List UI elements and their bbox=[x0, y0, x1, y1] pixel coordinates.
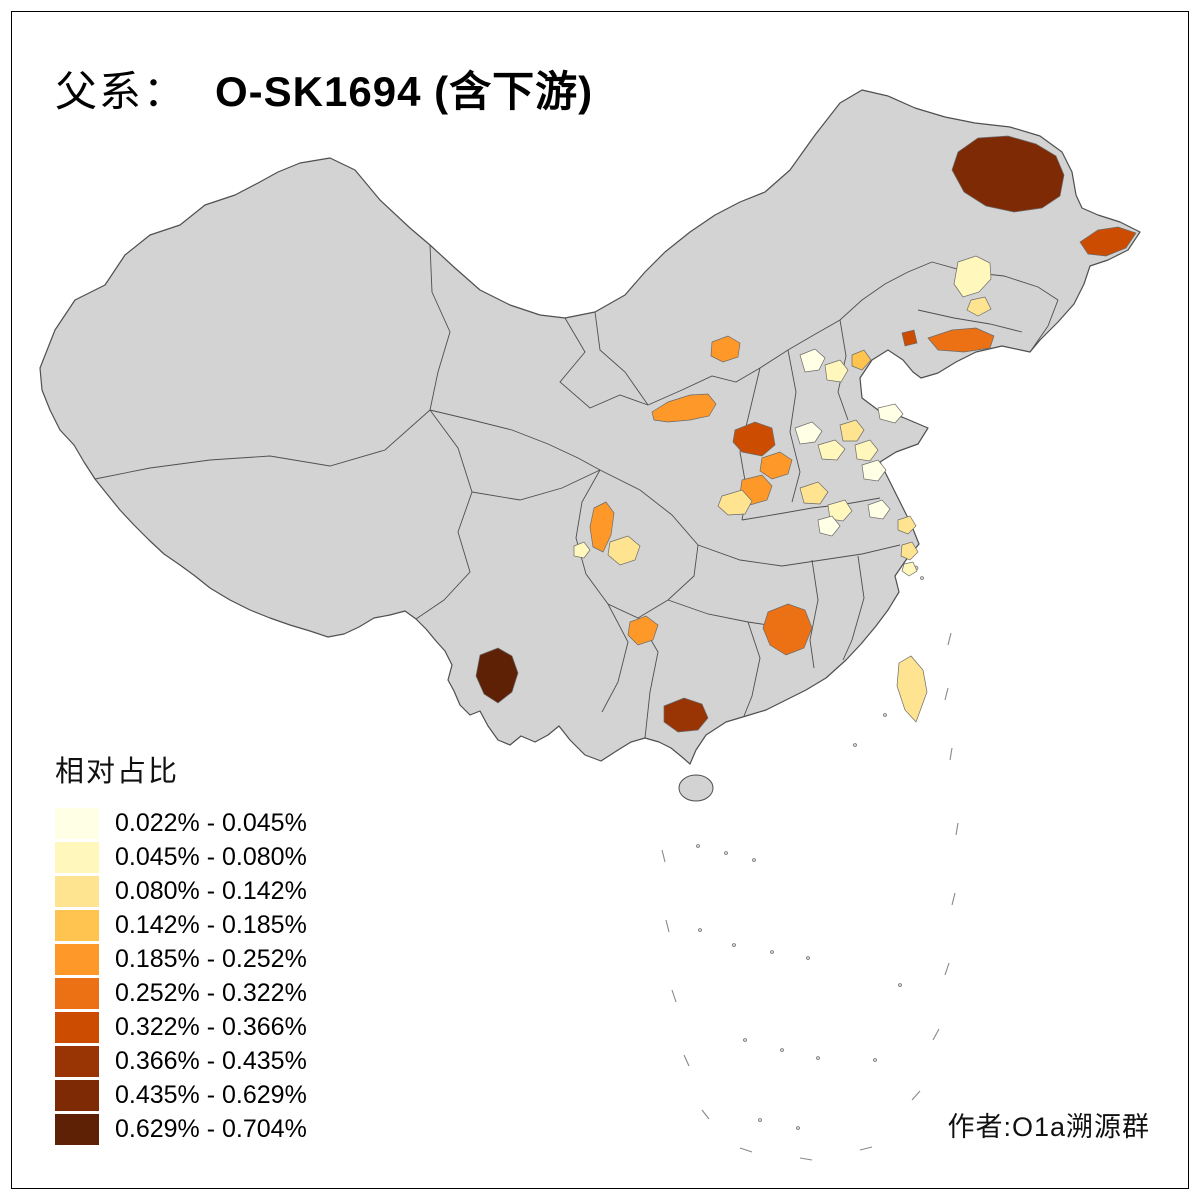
page-title: 父系： O-SK1694 (含下游) bbox=[55, 58, 593, 119]
colored-regions bbox=[475, 135, 1137, 733]
map-region-jilin-south bbox=[966, 296, 992, 317]
sea-islands bbox=[661, 565, 959, 1161]
legend-row: 0.435% - 0.629% bbox=[55, 1078, 307, 1112]
map-region-jilin-central bbox=[953, 255, 992, 298]
map-region-shanghai-area bbox=[901, 561, 918, 577]
legend-swatch bbox=[55, 977, 99, 1009]
map-region-hunan-central bbox=[762, 603, 813, 656]
legend-label: 0.322% - 0.366% bbox=[115, 1012, 307, 1041]
map-region-ordos-ningxia bbox=[651, 393, 717, 423]
map-region-luoyang bbox=[799, 481, 829, 505]
legend-swatch bbox=[55, 909, 99, 941]
map-region-liaoning-corridor bbox=[927, 327, 995, 353]
legend-label: 0.045% - 0.080% bbox=[115, 842, 307, 871]
province-borders bbox=[94, 244, 1059, 739]
map-region-guanzhong-west bbox=[717, 489, 753, 516]
map-region-baoding bbox=[839, 419, 865, 442]
legend-label: 0.022% - 0.045% bbox=[115, 808, 307, 837]
legend: 相对占比 0.022% - 0.045% 0.045% - 0.080% 0.080… bbox=[55, 748, 307, 1146]
legend-row: 0.629% - 0.704% bbox=[55, 1112, 307, 1146]
map-region-shijiazhuang bbox=[817, 439, 846, 461]
legend-label: 0.435% - 0.629% bbox=[115, 1080, 307, 1109]
legend-label: 0.185% - 0.252% bbox=[115, 944, 307, 973]
map-region-xuchang bbox=[817, 515, 841, 537]
map-region-guangxi-south bbox=[663, 697, 709, 733]
map-region-shanxi-north bbox=[732, 421, 776, 457]
legend-swatch bbox=[55, 1045, 99, 1077]
legend-swatch bbox=[55, 1113, 99, 1145]
map-region-shaanxi-mid bbox=[759, 451, 793, 480]
map-region-chengdu-plain bbox=[607, 535, 641, 566]
legend-label: 0.142% - 0.185% bbox=[115, 910, 307, 939]
map-region-jiangsu-coast-1 bbox=[897, 515, 917, 535]
legend-row: 0.022% - 0.045% bbox=[55, 806, 307, 840]
map-region-sanjiang-east bbox=[1079, 226, 1137, 257]
legend-row: 0.142% - 0.185% bbox=[55, 908, 307, 942]
author-credit: 作者:O1a溯源群 bbox=[947, 1112, 1150, 1142]
map-region-yunnan-west bbox=[475, 647, 519, 704]
legend-swatch bbox=[55, 943, 99, 975]
map-region-taiwan bbox=[896, 655, 928, 723]
map-region-hengshui bbox=[854, 439, 879, 462]
map-region-dezhou bbox=[861, 459, 887, 482]
map-region-liaoning-west bbox=[901, 329, 918, 347]
legend-swatch bbox=[55, 807, 99, 839]
hainan-island bbox=[678, 774, 714, 802]
map-region-shandong-west bbox=[877, 403, 904, 424]
map-region-ya-an bbox=[573, 541, 591, 559]
legend-row: 0.045% - 0.080% bbox=[55, 840, 307, 874]
map-region-beijing bbox=[799, 348, 826, 373]
map-region-tianjin-hebei bbox=[824, 359, 849, 383]
legend-title: 相对占比 bbox=[55, 756, 180, 788]
map-region-chifeng bbox=[710, 335, 741, 363]
legend-label: 0.252% - 0.322% bbox=[115, 978, 307, 1007]
map-base bbox=[39, 89, 1141, 1161]
map-region-anhui-north bbox=[867, 499, 891, 520]
legend-row: 0.185% - 0.252% bbox=[55, 942, 307, 976]
legend-rows: 0.022% - 0.045% 0.045% - 0.080% 0.080% - 0… bbox=[55, 806, 307, 1146]
map-region-zunyi bbox=[627, 615, 659, 646]
legend-row: 0.322% - 0.366% bbox=[55, 1010, 307, 1044]
map-region-heilongjiang-north bbox=[951, 135, 1065, 213]
map-region-shanxi-east-pale bbox=[794, 421, 823, 445]
legend-swatch bbox=[55, 841, 99, 873]
title-prefix: 父系： bbox=[55, 68, 188, 115]
legend-row: 0.252% - 0.322% bbox=[55, 976, 307, 1010]
legend-row: 0.366% - 0.435% bbox=[55, 1044, 307, 1078]
map-region-jiangsu-coast-2 bbox=[900, 541, 919, 561]
map-region-tangshan bbox=[851, 349, 872, 371]
legend-row: 0.080% - 0.142% bbox=[55, 874, 307, 908]
map-region-longnan-strip bbox=[589, 501, 615, 553]
legend-swatch bbox=[55, 1011, 99, 1043]
title-haplogroup: O-SK1694 (含下游) bbox=[215, 68, 594, 115]
legend-label: 0.366% - 0.435% bbox=[115, 1046, 307, 1075]
legend-swatch bbox=[55, 1079, 99, 1111]
legend-label: 0.080% - 0.142% bbox=[115, 876, 307, 905]
legend-label: 0.629% - 0.704% bbox=[115, 1114, 307, 1143]
legend-swatch bbox=[55, 875, 99, 907]
